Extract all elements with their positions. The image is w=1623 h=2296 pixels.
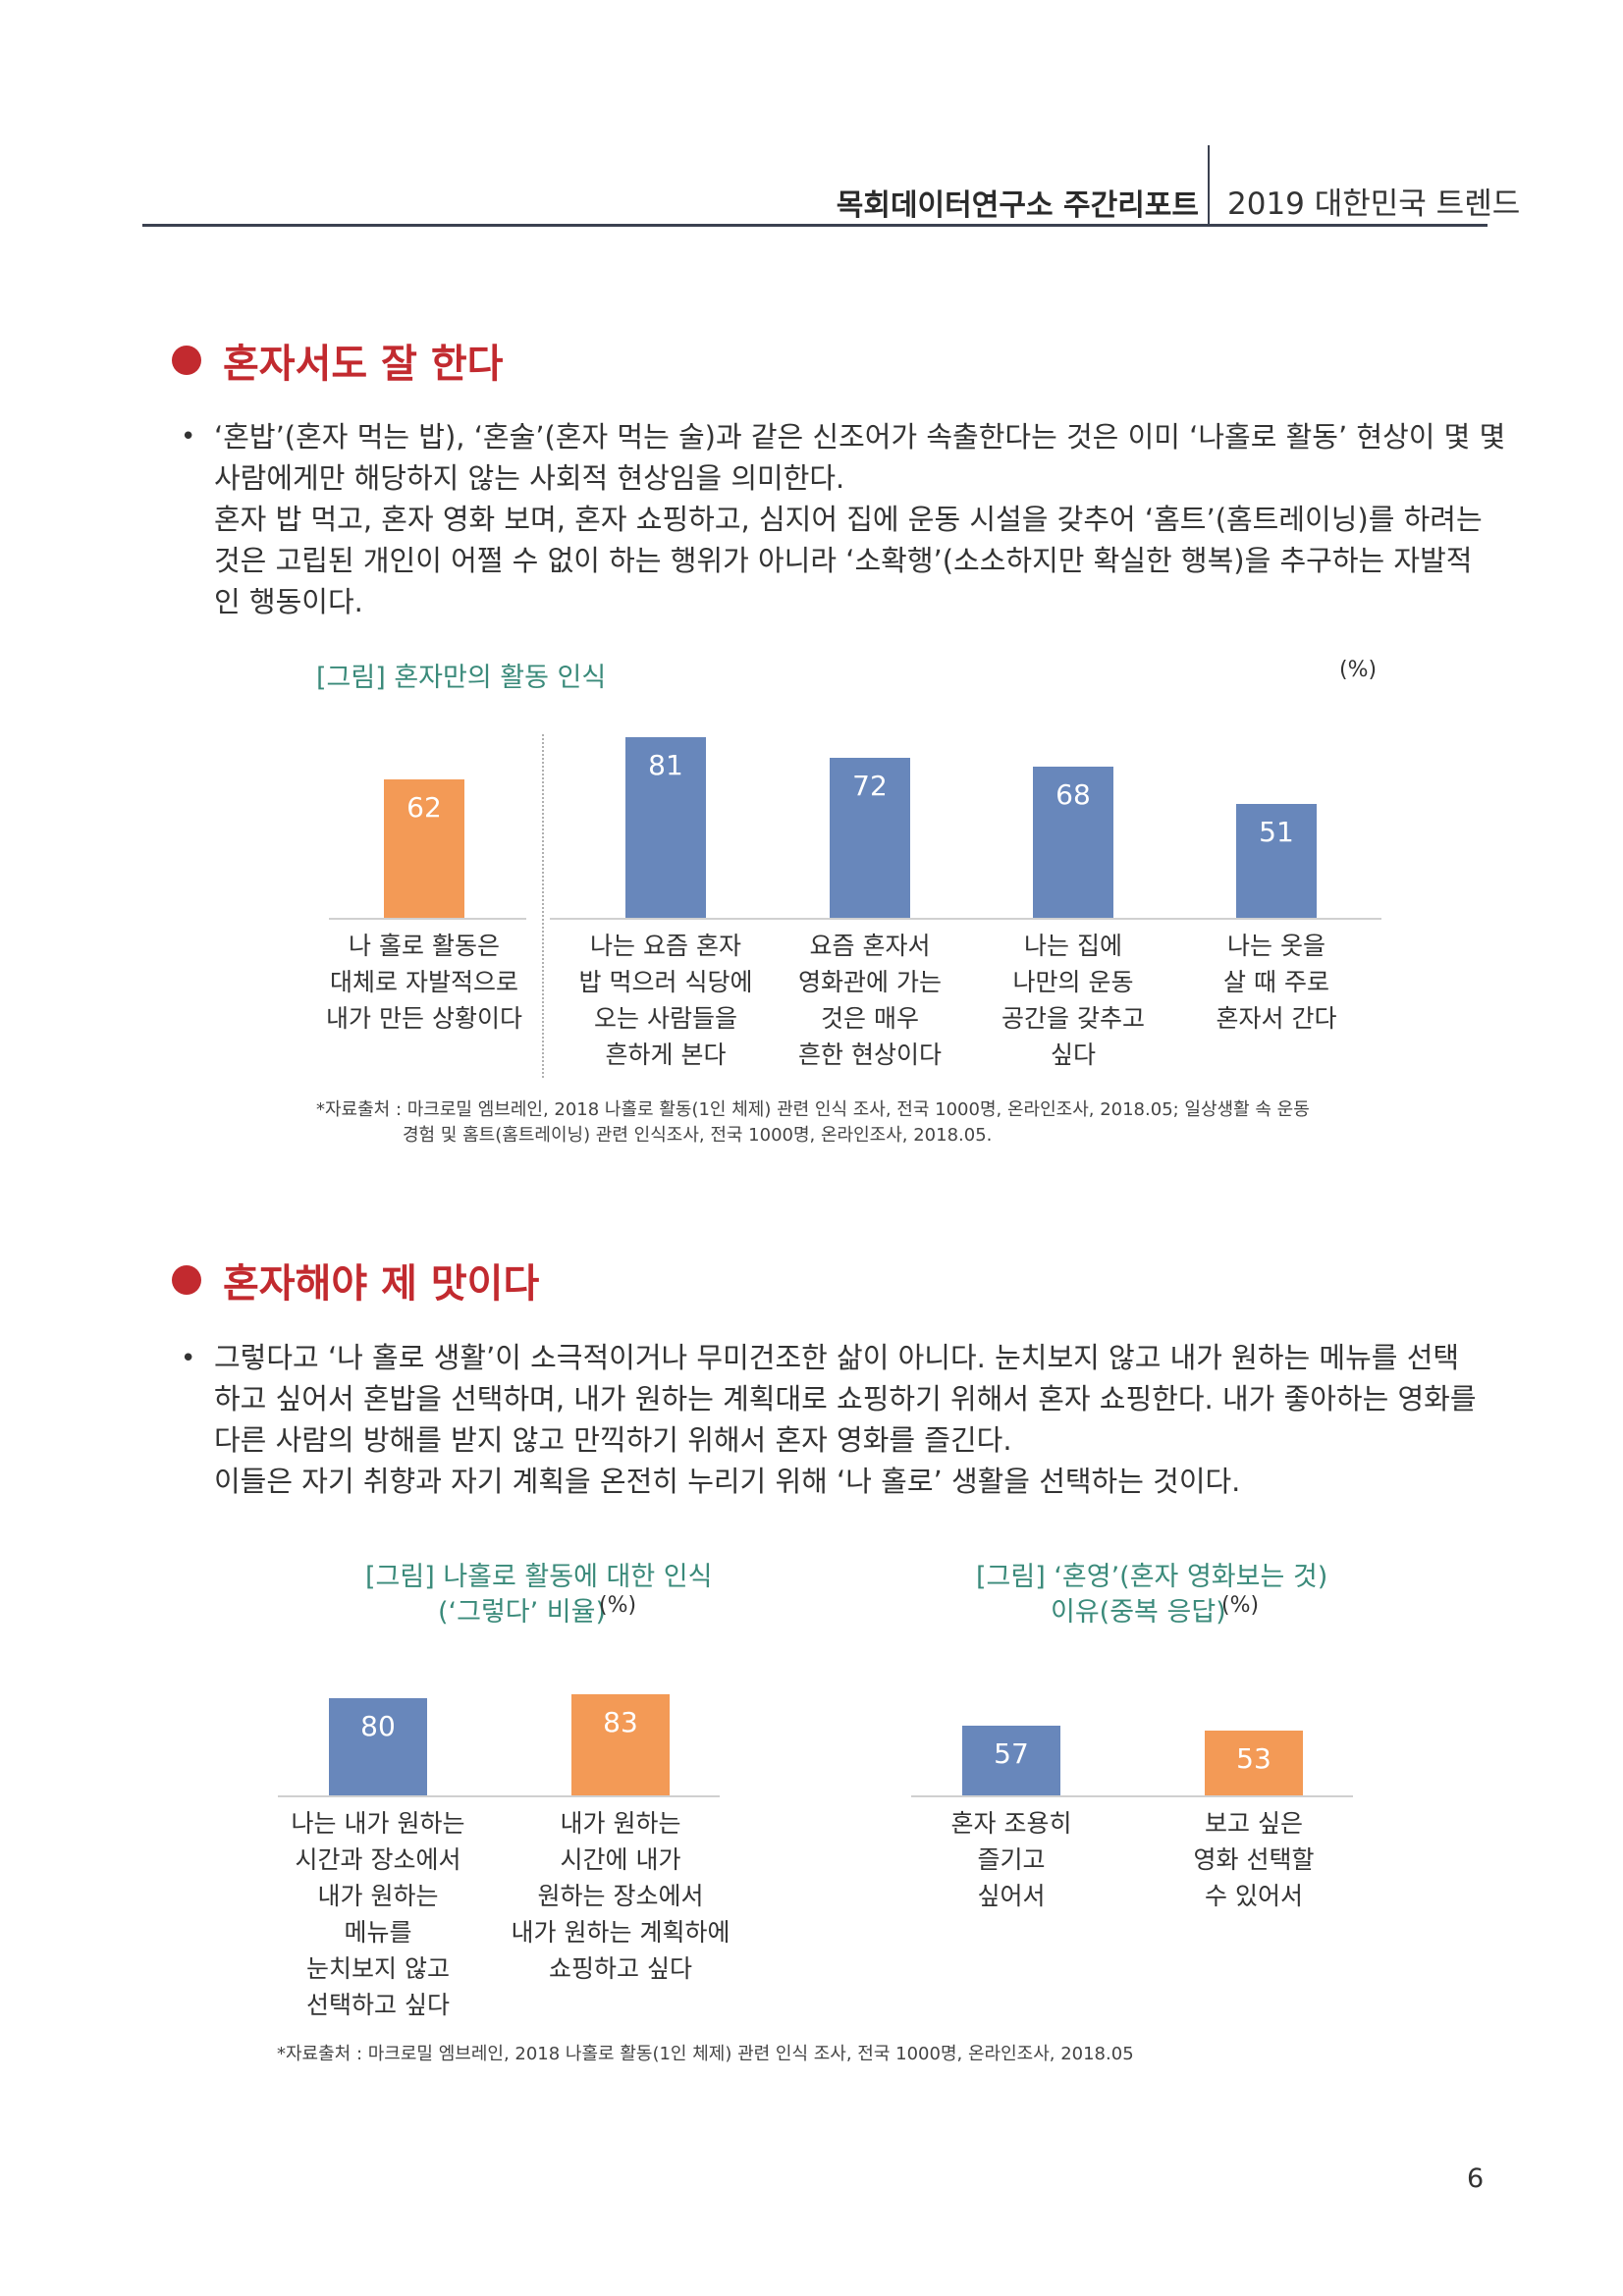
bar: 53 xyxy=(1205,1731,1303,1795)
bar-value-label: 81 xyxy=(648,749,683,782)
bar-value-label: 51 xyxy=(1259,816,1294,849)
bullet-dot: • xyxy=(181,1344,196,1373)
figure1-title: [그림] 혼자만의 활동 인식 xyxy=(316,663,607,693)
figure1-unit: (%) xyxy=(1339,658,1378,682)
text-line: 사람에게만 해당하지 않는 사회적 현상임을 의미한다. xyxy=(214,461,845,495)
axis-baseline xyxy=(911,1795,1353,1797)
bar: 51 xyxy=(1236,804,1317,918)
category-label: 나는 옷을 살 때 주로 혼자서 간다 xyxy=(1216,932,1337,1033)
section1-paragraph: ‘혼밥’(혼자 먹는 밥), ‘혼술’(혼자 먹는 술)과 같은 신조어가 속출… xyxy=(214,416,1506,622)
category-label: 요즘 혼자서 영화관에 가는 것은 매우 흔한 현상이다 xyxy=(798,932,942,1069)
red-bullet-icon xyxy=(172,1265,201,1295)
figure2-title-line1: [그림] 나홀로 활동에 대한 인식 xyxy=(365,1562,713,1592)
figure1-source-line1: *자료출처 : 마크로밀 엠브레인, 2018 나홀로 활동(1인 체제) 관련… xyxy=(316,1099,1310,1120)
bar: 80 xyxy=(329,1697,427,1795)
bar: 72 xyxy=(830,757,910,918)
bar-value-label: 83 xyxy=(603,1706,638,1739)
text-line: 다른 사람의 방해를 받지 않고 만끽하기 위해서 혼자 영화를 즐긴다. xyxy=(214,1423,1012,1457)
header-publisher: 목회데이터연구소 주간리포트 xyxy=(836,188,1199,223)
bar-value-label: 72 xyxy=(852,769,888,802)
figure1-source-line2: 경험 및 홈트(홈트레이닝) 관련 인식조사, 전국 1000명, 온라인조사,… xyxy=(403,1125,993,1146)
red-bullet-icon xyxy=(172,346,201,375)
figure2-unit: (%) xyxy=(599,1593,637,1618)
figure2-source: *자료출처 : 마크로밀 엠브레인, 2018 나홀로 활동(1인 체제) 관련… xyxy=(277,2044,1134,2064)
section2-paragraph: 그렇다고 ‘나 홀로 생활’이 소극적이거나 무미건조한 삶이 아니다. 눈치보… xyxy=(214,1337,1490,1502)
header-report-title: 2019 대한민국 트렌드 xyxy=(1227,187,1521,222)
axis-baseline xyxy=(329,918,526,920)
bar: 62 xyxy=(384,779,464,918)
category-label: 내가 원하는 시간에 내가 원하는 장소에서 내가 원하는 계획하에 쇼핑하고 … xyxy=(511,1809,730,1983)
bar: 68 xyxy=(1033,766,1113,918)
bar-value-label: 62 xyxy=(406,791,442,825)
figure3-unit: (%) xyxy=(1221,1593,1260,1618)
text-line: 그렇다고 ‘나 홀로 생활’이 소극적이거나 무미건조한 삶이 아니다. 눈치보… xyxy=(214,1341,1460,1374)
text-line: 이들은 자기 취향과 자기 계획을 온전히 누리기 위해 ‘나 홀로’ 생활을 … xyxy=(214,1465,1241,1498)
bar-value-label: 68 xyxy=(1055,777,1091,811)
text-line: ‘혼밥’(혼자 먹는 밥), ‘혼술’(혼자 먹는 술)과 같은 신조어가 속출… xyxy=(214,420,1506,454)
figure3-title-line2: 이유(중복 응답) xyxy=(1051,1597,1226,1628)
bar: 81 xyxy=(625,737,706,918)
category-label: 나 홀로 활동은 대체로 자발적으로 내가 만든 상황이다 xyxy=(326,932,522,1033)
bullet-dot: • xyxy=(181,422,196,452)
category-label: 혼자 조용히 즐기고 싶어서 xyxy=(950,1809,1072,1910)
bar: 83 xyxy=(571,1694,670,1795)
page-number: 6 xyxy=(1467,2163,1485,2194)
section1-heading: 혼자서도 잘 한다 xyxy=(172,332,503,389)
bar-value-label: 80 xyxy=(360,1709,396,1742)
section1-title: 혼자서도 잘 한다 xyxy=(223,342,504,387)
category-label: 보고 싶은 영화 선택할 수 있어서 xyxy=(1193,1809,1315,1910)
figure3-title-line1: [그림] ‘혼영’(혼자 영화보는 것) xyxy=(976,1562,1328,1592)
category-label: 나는 내가 원하는 시간과 장소에서 내가 원하는 메뉴를 눈치보지 않고 선택… xyxy=(291,1809,465,2019)
category-label: 나는 집에 나만의 운동 공간을 갖추고 싶다 xyxy=(1001,932,1145,1069)
axis-baseline xyxy=(278,1795,720,1797)
section2-title: 혼자해야 제 맛이다 xyxy=(223,1261,540,1307)
text-line: 혼자 밥 먹고, 혼자 영화 보며, 혼자 쇼핑하고, 심지어 집에 운동 시설… xyxy=(214,503,1483,536)
text-line: 것은 고립된 개인이 어쩔 수 없이 하는 행위가 아니라 ‘소확행’(소소하지… xyxy=(214,544,1473,577)
header-divider xyxy=(1208,145,1210,224)
figure2-title-line2: (‘그렇다’ 비율) xyxy=(438,1597,607,1628)
bar-value-label: 53 xyxy=(1236,1742,1271,1776)
group-divider xyxy=(542,734,544,1078)
text-line: 인 행동이다. xyxy=(214,585,363,618)
section2-heading: 혼자해야 제 맛이다 xyxy=(172,1252,539,1308)
text-line: 하고 싶어서 혼밥을 선택하며, 내가 원하는 계획대로 쇼핑하기 위해서 혼자… xyxy=(214,1382,1477,1415)
bar-value-label: 57 xyxy=(994,1737,1029,1771)
category-label: 나는 요즘 혼자 밥 먹으러 식당에 오는 사람들을 흔하게 본다 xyxy=(578,932,753,1069)
bar: 57 xyxy=(962,1726,1060,1795)
axis-baseline xyxy=(550,918,1381,920)
header-rule xyxy=(142,224,1488,227)
